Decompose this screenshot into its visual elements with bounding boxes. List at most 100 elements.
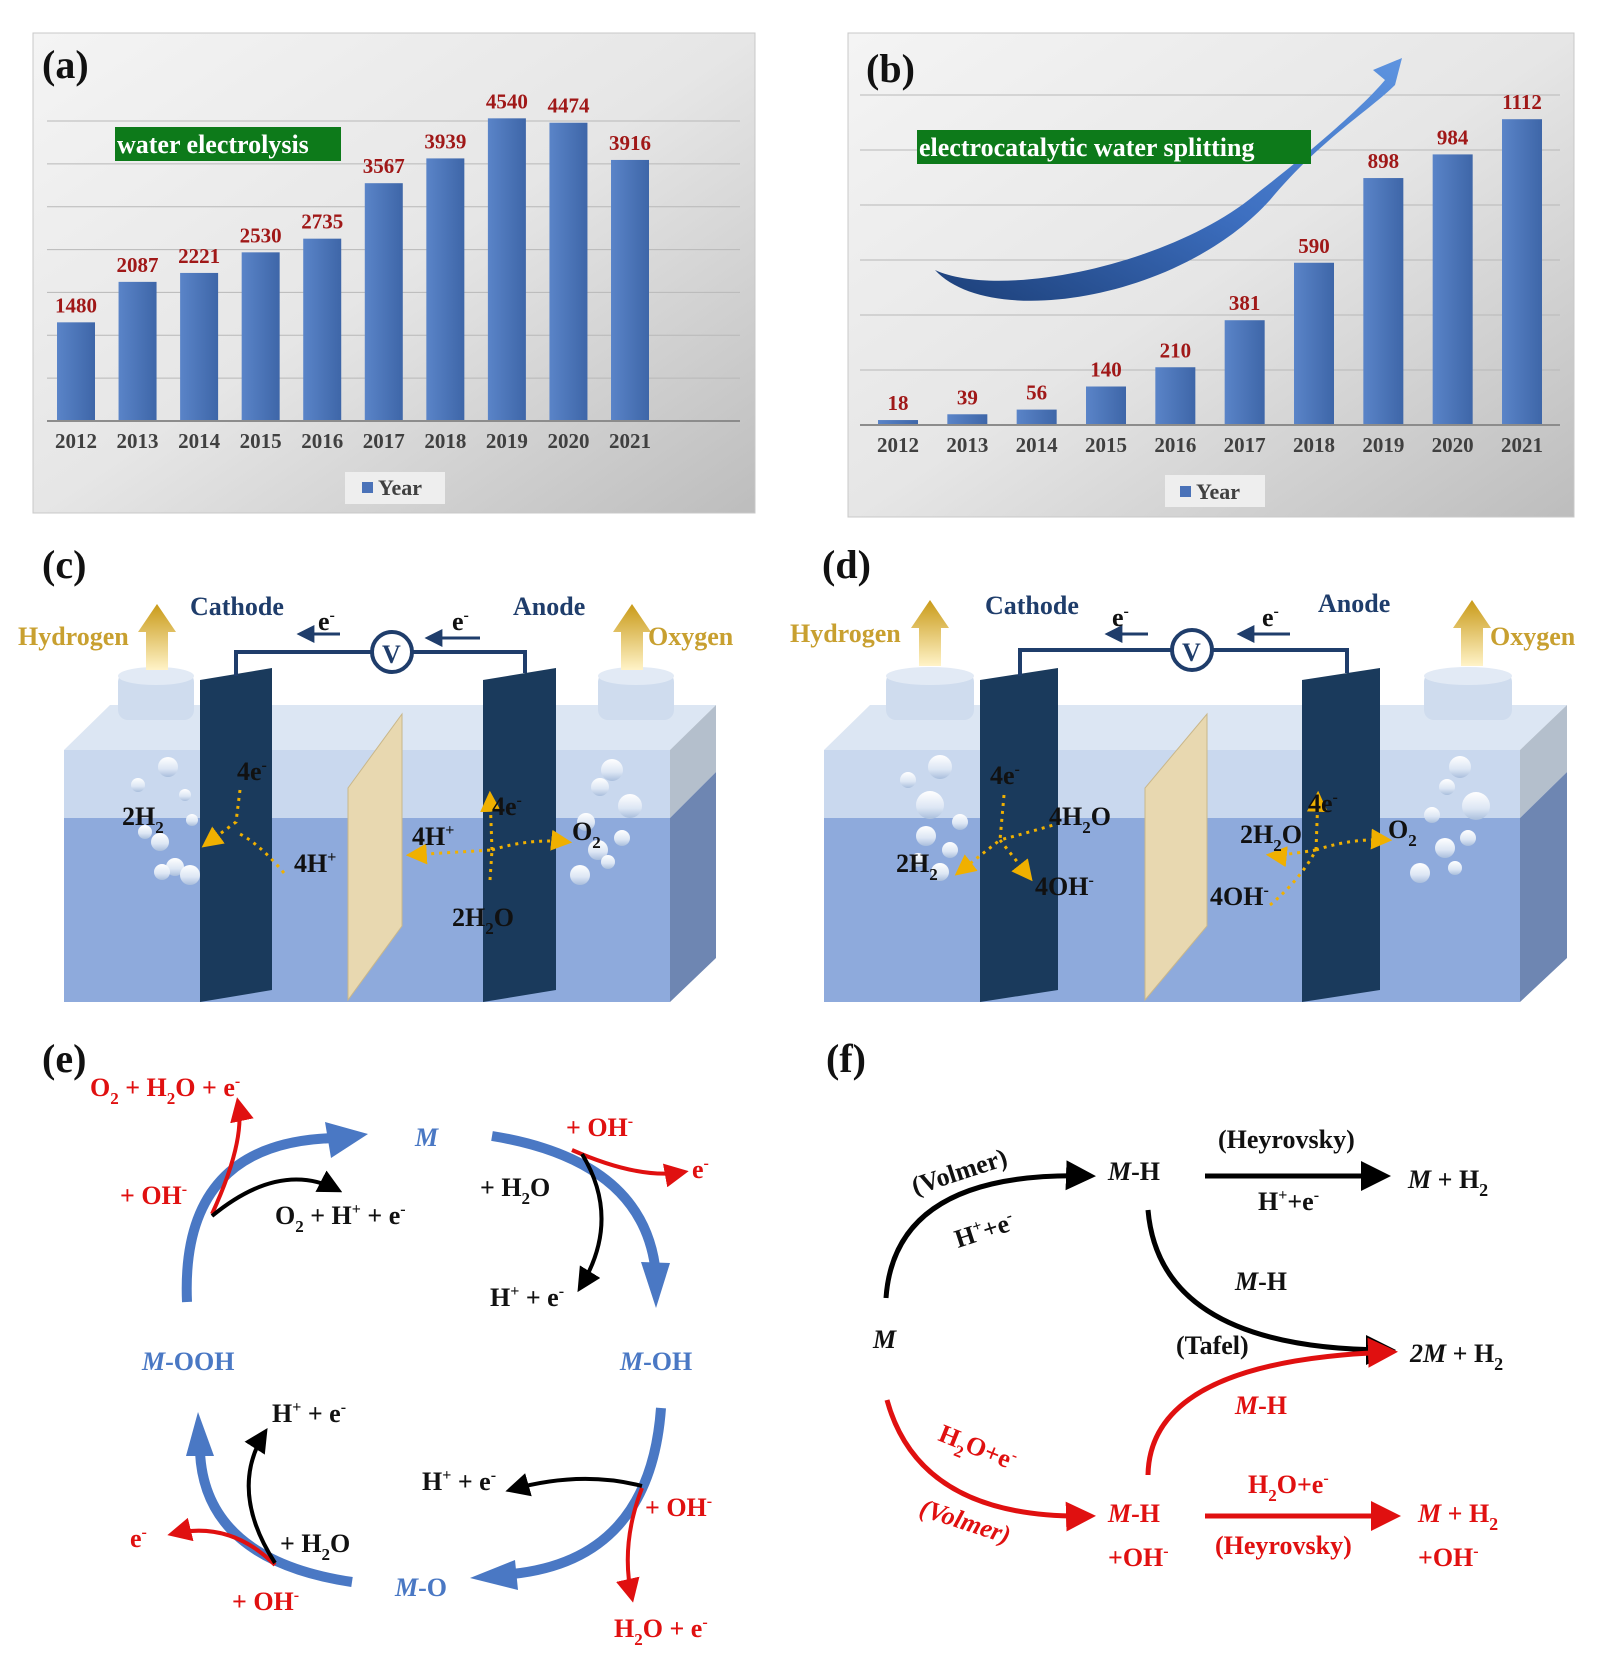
bar-2012 xyxy=(878,420,918,425)
e-plus-h2o-2: + H2O xyxy=(280,1529,350,1564)
cathode-d-label: Cathode xyxy=(985,591,1079,620)
panel-e: (e) M M-OH M-O M-OOH O2 + H2O + e- + OH-… xyxy=(42,1036,712,1649)
voltmeter-d xyxy=(1170,628,1214,672)
e-red-bottom-left xyxy=(167,1517,277,1567)
tank-d-side-upper xyxy=(1520,705,1567,818)
f-M-H2: M + H2 xyxy=(1407,1165,1488,1200)
f-M: M xyxy=(872,1325,897,1354)
data-label-2020: 984 xyxy=(1437,125,1469,149)
hydrogen-arrow-c xyxy=(138,604,176,670)
arc-e-ooh-to-m xyxy=(181,1133,339,1303)
panel-a-legend-box xyxy=(345,472,445,504)
bar-2018 xyxy=(426,158,465,421)
panel-a-legend-swatch xyxy=(362,482,373,493)
bar-2019 xyxy=(487,118,526,421)
e-h-e-2: H+ + e- xyxy=(422,1467,496,1496)
data-label-2018: 3939 xyxy=(424,129,466,153)
x-tick-2020: 2020 xyxy=(547,429,589,453)
e-plus-oh-4: + OH- xyxy=(232,1587,299,1616)
arc-e-oh-to-o-head xyxy=(470,1560,518,1590)
e-black-top-right xyxy=(577,1152,604,1293)
bar-2018 xyxy=(1294,262,1334,425)
f-heyrovsky: (Heyrovsky) xyxy=(1218,1125,1355,1154)
f-M-H2-red: M + H2 xyxy=(1417,1499,1498,1534)
bar-2020 xyxy=(1432,154,1473,425)
f-h-plus-e: H++e- xyxy=(951,1207,1018,1253)
f-volmer-acid-arrow xyxy=(883,1160,1096,1299)
x-tick-2013: 2013 xyxy=(946,433,988,457)
cap-d-left xyxy=(886,672,974,720)
bar-2012 xyxy=(57,322,95,421)
cap-c-right xyxy=(598,672,674,720)
cap-d-right xyxy=(1424,672,1512,720)
f-h-plus-e-2: H++e- xyxy=(1258,1187,1319,1216)
panel-b: (b) electrocatalytic water splitting 18 2… xyxy=(847,32,1575,518)
panel-c: (c) V e- e- Cathode Anode Hydrogen Oxyge… xyxy=(18,542,734,1002)
c-2h2: 2H2 xyxy=(122,802,164,837)
arc-e-m-to-oh xyxy=(491,1131,660,1267)
bar-2021 xyxy=(611,159,649,421)
panel-b-legend-swatch xyxy=(1180,486,1191,497)
hydrogen-d-label: Hydrogen xyxy=(790,619,901,648)
bar-2020 xyxy=(549,122,588,421)
data-label-2012: 18 xyxy=(888,391,909,415)
oxygen-arrow-d xyxy=(1453,600,1491,666)
bar-2016 xyxy=(1155,367,1196,425)
f-heyrovsky-red: (Heyrovsky) xyxy=(1215,1531,1352,1560)
membrane-d xyxy=(1144,712,1208,1002)
c-4h-plus-right: 4H+ xyxy=(412,822,454,851)
data-label-2017: 381 xyxy=(1229,291,1261,315)
x-tick-2018: 2018 xyxy=(424,429,466,453)
panel-b-bars: 18 2012 39 2013 56 2014 140 2015 210 2016 381 2017 5… xyxy=(877,90,1543,457)
panel-e-label: (e) xyxy=(42,1036,86,1081)
x-tick-2012: 2012 xyxy=(55,429,97,453)
d-o2: O2 xyxy=(1388,815,1417,850)
f-tafel: (Tafel) xyxy=(1176,1331,1249,1360)
bar-2017 xyxy=(1224,320,1265,425)
reaction-paths-c xyxy=(201,789,573,881)
f-MH-tafel: M-H xyxy=(1234,1267,1287,1296)
f-oh-red: +OH- xyxy=(1418,1543,1479,1572)
cap-c-left xyxy=(118,672,194,720)
data-label-2015: 140 xyxy=(1090,358,1122,382)
data-label-2019: 898 xyxy=(1368,149,1400,173)
e-o2-h2o-e: O2 + H2O + e- xyxy=(90,1073,240,1108)
f-volmer-alkaline-arrow xyxy=(884,1399,1096,1532)
e-red-top-right xyxy=(571,1148,689,1188)
voltmeter-c-label: V xyxy=(382,640,401,669)
e-M-OOH: M-OOH xyxy=(141,1347,234,1376)
oxygen-d-label: Oxygen xyxy=(1490,622,1576,651)
c-4e-right: 4e- xyxy=(492,792,522,821)
x-tick-2015: 2015 xyxy=(1085,433,1127,457)
panel-a: (a) water electrolysis 1480 2012 2087 2013 2… xyxy=(32,32,756,514)
data-label-2019: 4540 xyxy=(486,89,528,113)
bar-2014 xyxy=(1016,409,1057,425)
cap-c-right-top xyxy=(598,667,674,685)
data-label-2016: 210 xyxy=(1160,338,1192,362)
c-o2: O2 xyxy=(572,817,601,852)
panel-a-label: (a) xyxy=(42,42,89,87)
electron-d-right: e- xyxy=(1262,603,1279,632)
d-4oh-left: 4OH- xyxy=(1035,872,1094,901)
wire-c xyxy=(234,650,527,676)
arc-e-oh-to-o xyxy=(511,1407,666,1579)
panel-a-title-box xyxy=(115,127,341,161)
d-4oh-right: 4OH- xyxy=(1210,882,1269,911)
x-tick-2019: 2019 xyxy=(486,429,528,453)
x-tick-2021: 2021 xyxy=(609,429,651,453)
tank-c-side-lower xyxy=(670,772,716,1002)
panel-d: (d) V e- e- Cathode Anode Hydrogen Oxyge… xyxy=(790,542,1576,1002)
f-tafel-alkaline-arrow xyxy=(1145,1337,1398,1476)
x-tick-2015: 2015 xyxy=(240,429,282,453)
data-label-2014: 2221 xyxy=(178,244,220,268)
x-tick-2016: 2016 xyxy=(301,429,343,453)
c-4h-plus-left: 4H+ xyxy=(294,849,336,878)
data-label-2020: 4474 xyxy=(547,94,590,118)
e-M-OH: M-OH xyxy=(619,1347,692,1376)
bubbles-d-right xyxy=(1410,756,1490,883)
bar-2015 xyxy=(241,252,280,421)
e-plus-oh-3: + OH- xyxy=(645,1493,712,1522)
f-h2o-e: H2O+e- xyxy=(933,1419,1021,1482)
bar-2013 xyxy=(947,414,988,425)
e-plus-h2o-1: + H2O xyxy=(480,1173,550,1208)
